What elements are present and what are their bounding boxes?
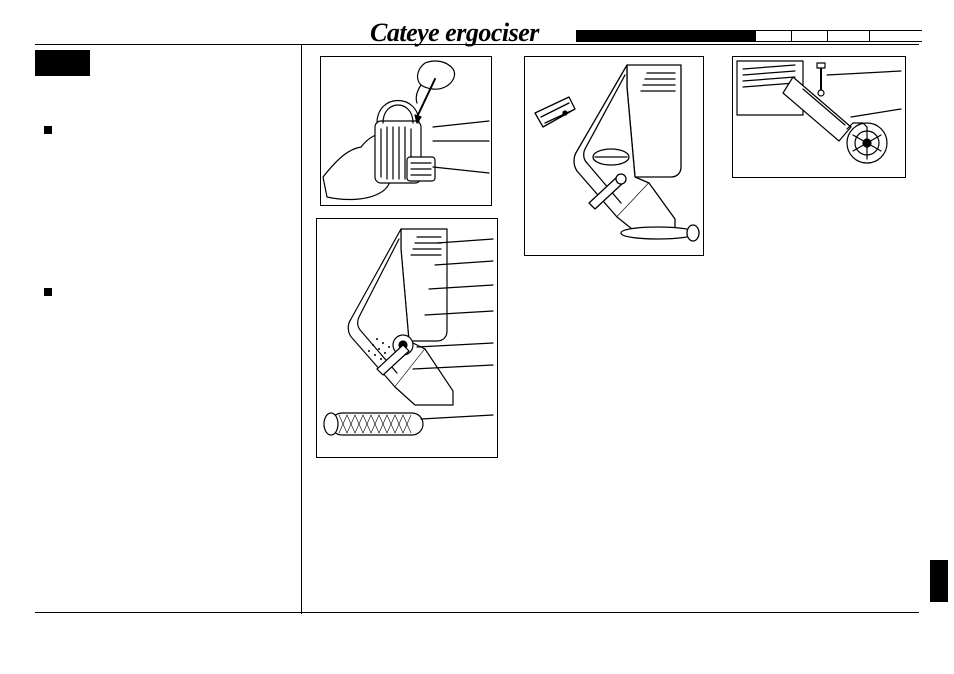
text-column bbox=[35, 44, 302, 614]
thumb-index-tab bbox=[930, 560, 948, 602]
header-cell bbox=[828, 30, 870, 42]
manual-page: Cateye ergociser bbox=[0, 0, 954, 674]
figure-main-body bbox=[524, 56, 704, 256]
figure-parts-overview bbox=[316, 218, 498, 458]
page-header: Cateye ergociser bbox=[0, 20, 954, 46]
bullet-icon bbox=[44, 288, 52, 296]
bullet-icon bbox=[44, 126, 52, 134]
header-cell bbox=[792, 30, 828, 42]
header-language-tabs bbox=[756, 30, 922, 42]
header-cell bbox=[870, 30, 922, 42]
header-cell bbox=[756, 30, 792, 42]
figure-transport-wheel bbox=[732, 56, 906, 178]
header-black-bar bbox=[576, 30, 756, 42]
figure-pedal-strap bbox=[320, 56, 492, 206]
bottom-rule bbox=[35, 612, 919, 613]
section-number-tab bbox=[35, 50, 90, 76]
